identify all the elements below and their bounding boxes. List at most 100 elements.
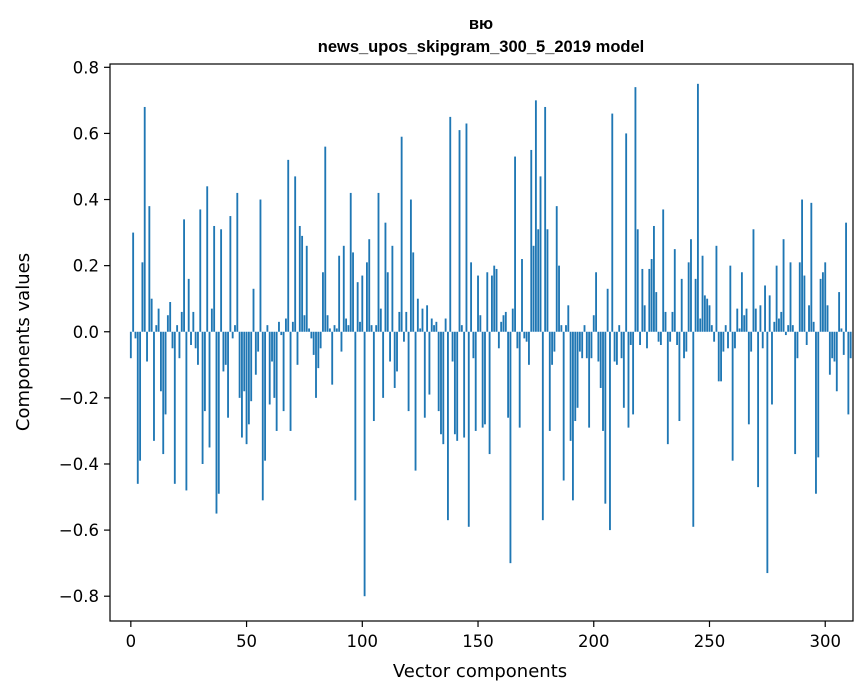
bar <box>653 225 655 332</box>
bar <box>736 308 739 332</box>
bar <box>694 278 697 332</box>
chart-title-line1: вю <box>469 15 493 33</box>
bar <box>393 331 396 388</box>
y-tick-label: −0.2 <box>59 389 99 408</box>
bar <box>129 331 132 359</box>
bar <box>789 262 792 332</box>
bar <box>585 331 588 359</box>
bar <box>595 272 597 332</box>
bar <box>322 272 324 332</box>
bar <box>479 315 482 332</box>
bar <box>537 229 540 332</box>
bar <box>761 331 764 349</box>
bar <box>504 311 507 332</box>
bar <box>495 268 498 332</box>
bar <box>236 192 239 332</box>
bar <box>215 331 218 514</box>
bar <box>745 308 748 332</box>
x-tick-label: 100 <box>347 632 379 651</box>
bar <box>502 315 505 332</box>
bar <box>565 325 567 332</box>
bar <box>780 311 783 332</box>
bar <box>567 305 570 332</box>
bar <box>826 305 829 332</box>
bar <box>551 331 554 365</box>
bar <box>384 222 387 332</box>
bar <box>678 331 681 422</box>
bar <box>280 331 283 336</box>
bar <box>403 331 405 342</box>
bar <box>757 331 760 488</box>
bar <box>759 305 762 332</box>
bar <box>451 331 454 362</box>
bar <box>574 331 577 422</box>
bar <box>497 331 500 349</box>
bar <box>470 262 473 332</box>
bar <box>273 331 276 398</box>
bar <box>354 331 357 501</box>
bar <box>463 331 466 438</box>
bar <box>611 113 614 332</box>
bar <box>187 278 190 332</box>
bar <box>805 331 808 345</box>
bar <box>720 331 722 382</box>
bar <box>622 331 625 408</box>
bar <box>282 331 285 412</box>
bar <box>729 265 732 332</box>
bar <box>641 268 644 332</box>
bar <box>312 331 315 355</box>
bar <box>456 331 459 441</box>
bar <box>342 245 345 332</box>
bar <box>528 331 530 365</box>
bar <box>217 331 220 494</box>
bar <box>615 331 618 365</box>
bar <box>791 325 794 332</box>
bar <box>655 292 658 332</box>
bar <box>183 219 185 332</box>
bar <box>213 225 216 332</box>
bar <box>305 245 308 332</box>
bar <box>553 331 556 352</box>
bar <box>134 331 137 339</box>
bar <box>433 325 435 332</box>
bar <box>831 331 834 359</box>
bar <box>708 305 711 332</box>
bar <box>481 331 484 428</box>
bar <box>713 331 716 342</box>
bar <box>419 328 422 332</box>
bar <box>632 331 635 415</box>
bar <box>509 331 512 564</box>
bar <box>724 325 727 332</box>
bar <box>146 331 148 362</box>
bar <box>426 305 429 332</box>
bar <box>234 325 236 332</box>
bar <box>669 331 672 342</box>
bar <box>447 331 449 521</box>
bar <box>335 328 338 332</box>
bar <box>845 222 847 332</box>
bar <box>368 239 371 332</box>
bar <box>560 325 563 332</box>
bar <box>849 331 852 359</box>
bar <box>308 328 310 332</box>
bar <box>372 331 375 422</box>
bar <box>465 123 468 332</box>
bar <box>243 331 246 392</box>
bar <box>590 331 593 359</box>
bar <box>576 331 579 408</box>
bar <box>484 331 486 425</box>
bar <box>254 331 257 375</box>
bar <box>766 331 769 574</box>
bar <box>324 146 327 332</box>
bar <box>289 331 292 431</box>
bar <box>197 331 199 365</box>
bar <box>722 331 725 352</box>
bar <box>784 331 787 336</box>
bar <box>810 202 813 332</box>
chart-title-line2: news_upos_skipgram_300_5_2019 model <box>318 38 645 56</box>
x-axis-label: Vector components <box>393 661 567 682</box>
bar <box>768 295 771 332</box>
bar <box>319 331 322 349</box>
bar <box>771 331 773 405</box>
